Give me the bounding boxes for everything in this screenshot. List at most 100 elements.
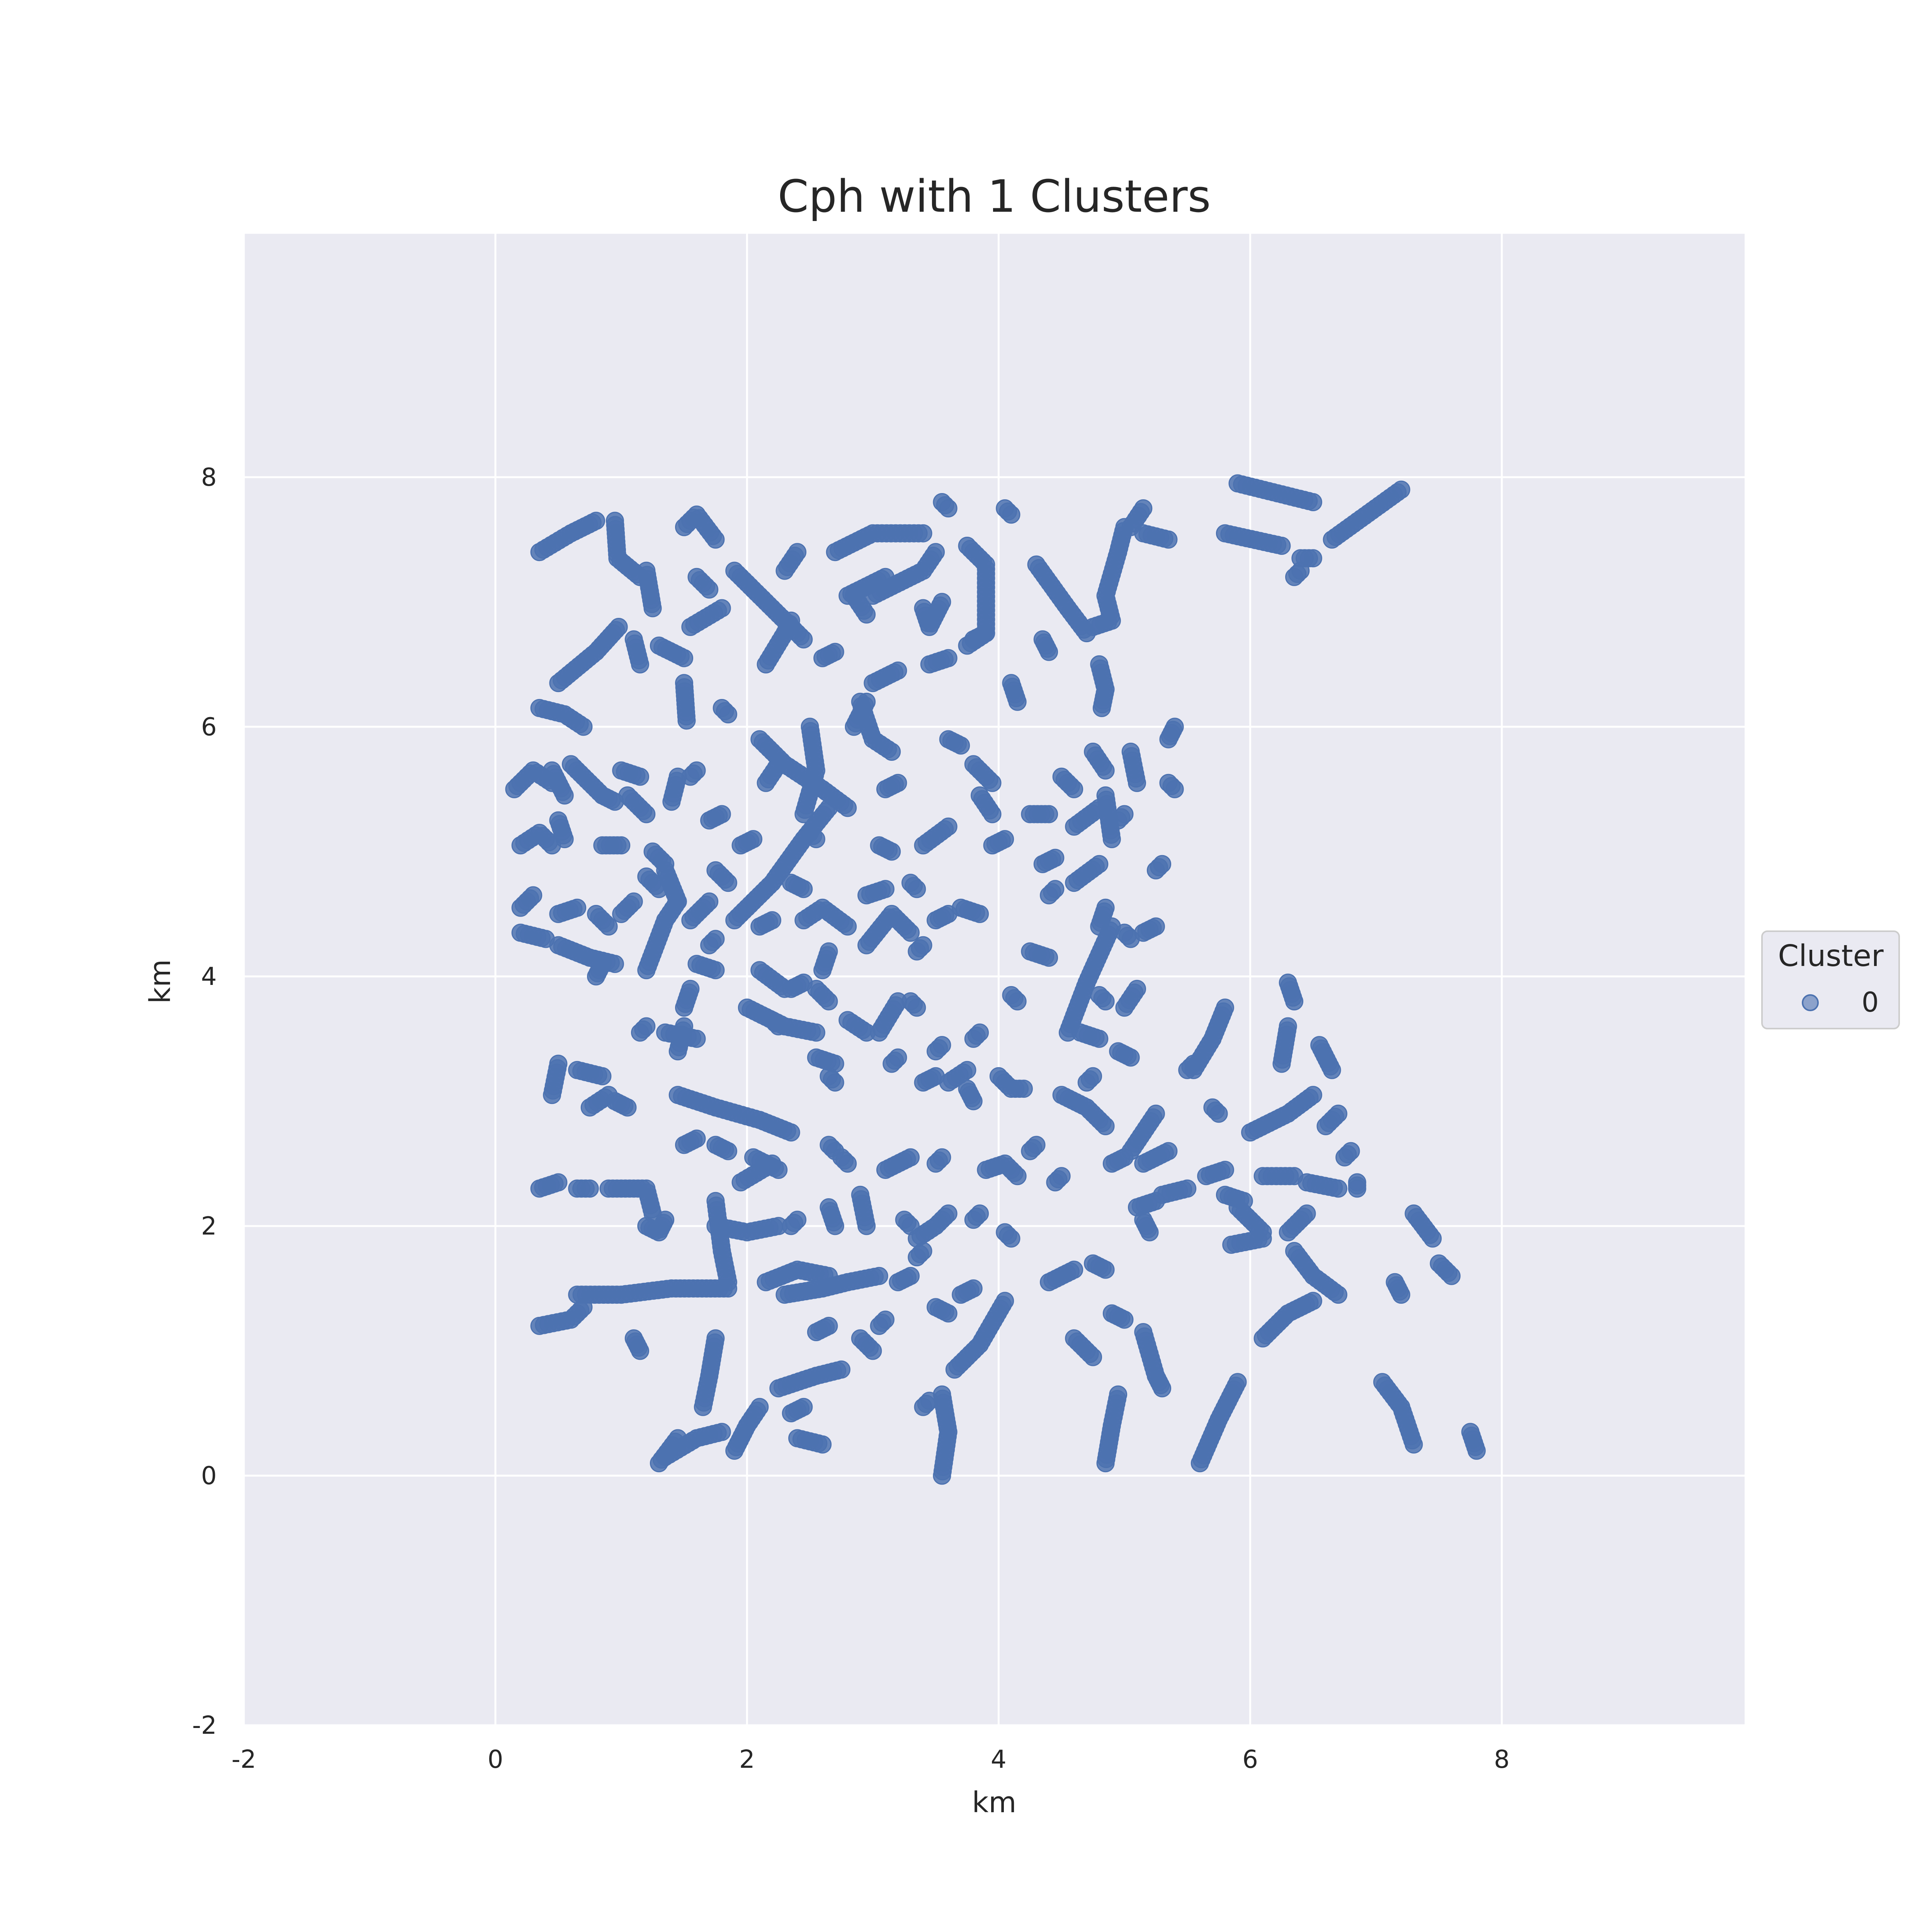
data-point xyxy=(838,1154,857,1173)
data-point xyxy=(1015,1080,1033,1098)
data-point xyxy=(1304,1292,1322,1310)
legend: Cluster 0 xyxy=(1761,930,1900,1029)
x-tick-label: 4 xyxy=(991,1745,1007,1774)
data-point xyxy=(1392,1286,1410,1304)
data-point xyxy=(857,1217,876,1235)
data-point xyxy=(706,930,725,948)
data-point xyxy=(1291,561,1310,580)
data-point xyxy=(750,1398,769,1416)
data-point xyxy=(555,830,574,849)
data-point xyxy=(864,1342,882,1360)
data-point xyxy=(826,643,844,661)
data-point xyxy=(883,743,901,761)
data-point xyxy=(832,1360,850,1379)
data-point xyxy=(593,955,612,973)
data-point xyxy=(1279,1017,1297,1036)
chart-title: Cph with 1 Clusters xyxy=(777,171,1211,223)
data-point xyxy=(1090,1029,1109,1048)
data-point xyxy=(838,917,857,936)
data-point xyxy=(668,892,687,911)
x-tick-label: 8 xyxy=(1494,1745,1510,1774)
data-points xyxy=(505,474,1486,1485)
data-point xyxy=(1323,1061,1341,1079)
data-point xyxy=(694,1398,712,1416)
data-point xyxy=(1092,699,1111,717)
data-point xyxy=(964,1092,983,1111)
data-point xyxy=(1008,692,1027,711)
data-point xyxy=(813,1435,832,1454)
data-point xyxy=(713,1423,731,1441)
data-point xyxy=(1209,1104,1228,1123)
data-point xyxy=(889,662,907,680)
data-point xyxy=(971,1204,989,1223)
data-point xyxy=(637,1017,656,1036)
data-point xyxy=(901,1148,920,1167)
data-point xyxy=(1052,1167,1071,1185)
data-point xyxy=(593,1067,612,1085)
data-point xyxy=(870,1267,888,1285)
data-point xyxy=(1392,480,1410,499)
data-point xyxy=(1165,718,1184,736)
data-point xyxy=(1102,830,1121,849)
data-point xyxy=(1121,1048,1140,1067)
data-point xyxy=(1329,1179,1347,1198)
data-point xyxy=(687,761,706,780)
y-tick-label: 0 xyxy=(201,1462,217,1490)
data-point xyxy=(713,599,731,617)
data-point xyxy=(631,655,649,673)
data-point xyxy=(524,886,543,905)
data-point xyxy=(1304,1086,1322,1104)
data-point xyxy=(1228,1373,1247,1391)
data-point xyxy=(700,892,719,911)
data-point xyxy=(1165,780,1184,798)
data-point xyxy=(744,830,762,849)
x-axis-label: km xyxy=(972,1786,1017,1819)
data-point xyxy=(1329,1104,1347,1123)
data-point xyxy=(631,767,649,786)
data-point xyxy=(908,880,926,898)
data-point xyxy=(794,1398,813,1416)
data-point xyxy=(807,1023,825,1042)
data-point xyxy=(983,774,1002,792)
data-point xyxy=(914,936,932,954)
data-point xyxy=(807,830,825,849)
data-point xyxy=(1329,1286,1347,1304)
data-point xyxy=(1084,1348,1102,1366)
data-point xyxy=(1285,992,1303,1010)
data-point xyxy=(889,1048,907,1067)
data-point xyxy=(820,1316,838,1335)
data-point xyxy=(952,736,970,755)
data-point xyxy=(719,1142,737,1160)
data-point xyxy=(543,1086,561,1104)
data-point xyxy=(1008,1167,1027,1185)
data-point xyxy=(983,805,1002,823)
y-tick-label: -2 xyxy=(192,1711,217,1740)
data-point xyxy=(677,711,696,730)
data-point xyxy=(1153,1379,1172,1398)
data-point xyxy=(826,1073,844,1092)
data-point xyxy=(939,1304,957,1323)
data-point xyxy=(876,1310,895,1329)
y-tick-label: 8 xyxy=(201,463,217,492)
data-point xyxy=(977,624,995,643)
data-point xyxy=(971,905,989,923)
data-point xyxy=(1109,1385,1128,1404)
data-point xyxy=(719,705,737,724)
data-point xyxy=(719,874,737,892)
legend-box xyxy=(1761,930,1900,1029)
data-point xyxy=(1008,992,1027,1010)
data-point xyxy=(820,799,838,817)
data-point xyxy=(631,1342,649,1360)
data-point xyxy=(939,817,957,836)
data-point xyxy=(782,1123,800,1142)
data-point xyxy=(1096,1117,1115,1135)
data-point xyxy=(914,524,932,543)
x-tick-label: 6 xyxy=(1242,1745,1258,1774)
data-point xyxy=(1002,1229,1020,1248)
tick-labels: -2 0 2 4 6 8 -2 0 2 4 6 8 xyxy=(192,463,1510,1774)
data-point xyxy=(1040,643,1058,661)
data-point xyxy=(1304,549,1322,568)
data-point xyxy=(901,1267,920,1285)
y-axis-label: km xyxy=(144,959,177,1004)
data-point xyxy=(763,911,781,930)
